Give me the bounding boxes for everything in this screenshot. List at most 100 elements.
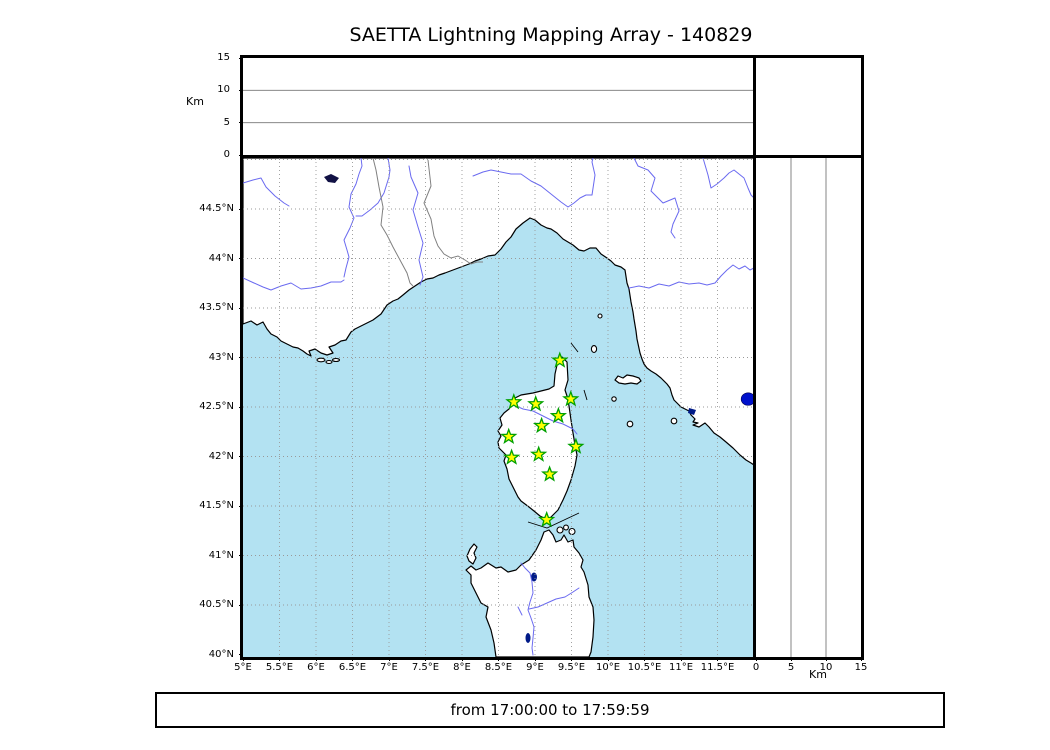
- orbetello-lagoon: [688, 408, 696, 415]
- altitude-tick-mark: [239, 122, 243, 124]
- lon-tick-mark: [279, 657, 280, 661]
- france-italy-border: [372, 158, 414, 287]
- lon-tick-mark: [425, 657, 426, 661]
- lon-tick-mark: [644, 657, 645, 661]
- sardinia-lake: [531, 572, 537, 582]
- lon-tick-label: 11.5°E: [700, 662, 735, 673]
- lat-tick-mark: [239, 654, 243, 655]
- maddalena-island: [563, 524, 569, 531]
- altitude-latitude-panel: [753, 155, 864, 660]
- lon-tick-label: 7.5°E: [411, 662, 440, 673]
- lat-tick-mark: [239, 258, 243, 259]
- asinara-island: [466, 543, 478, 565]
- lat-tick-label: 42.5°N: [199, 401, 234, 412]
- altitude-tick-mark: [860, 657, 862, 661]
- coastline-fragments: [527, 342, 588, 529]
- lat-tick-label: 41°N: [208, 549, 234, 561]
- lat-tick-label: 43°N: [208, 351, 234, 363]
- river: [243, 277, 345, 291]
- altitude-tick-label: 0: [223, 149, 230, 160]
- altitude-longitude-plot: [243, 89, 754, 124]
- station-star-marker: [562, 390, 580, 407]
- lon-tick-label: 5°E: [234, 662, 252, 673]
- lat-tick-mark: [239, 505, 243, 507]
- lon-tick-mark: [607, 657, 609, 661]
- lon-tick-mark: [315, 657, 317, 661]
- lon-tick-mark: [680, 657, 682, 661]
- maddalena-island: [556, 526, 564, 534]
- altitude-tick-label: 15: [217, 52, 230, 63]
- lat-tick-label: 40°N: [208, 648, 234, 660]
- right-panel-x-axis-unit: Km: [809, 668, 827, 681]
- station-star-marker: [527, 394, 545, 412]
- lon-tick-label: 6.5°E: [338, 662, 367, 673]
- lat-tick-mark: [239, 555, 243, 556]
- station-star-marker: [549, 406, 568, 424]
- altitude-tick-label: 10: [217, 84, 230, 96]
- river: [633, 158, 680, 239]
- lon-tick-mark: [498, 657, 499, 661]
- station-star-marker: [500, 427, 518, 445]
- detection-point: [740, 392, 754, 406]
- lat-tick-label: 44°N: [208, 252, 234, 264]
- geographic-map: [243, 158, 754, 657]
- lat-tick-label: 41.5°N: [199, 500, 234, 511]
- lon-tick-label: 5.5°E: [265, 662, 294, 673]
- lma-stations: [500, 351, 585, 528]
- sardinia-river: [517, 606, 523, 616]
- altitude-tick-mark: [239, 57, 243, 59]
- lat-tick-mark: [239, 307, 243, 309]
- station-star-marker: [529, 445, 548, 462]
- lon-tick-mark: [388, 657, 390, 661]
- corner-panel: [753, 55, 864, 158]
- lat-tick-label: 44.5°N: [199, 203, 234, 214]
- gorgona-island: [597, 313, 603, 319]
- coast-fragment: [570, 342, 579, 353]
- coast-fragment: [583, 389, 588, 401]
- lakes: [324, 174, 696, 643]
- altitude-latitude-plot: [790, 158, 827, 657]
- hyeres-island: [325, 359, 333, 365]
- lon-tick-mark: [242, 657, 244, 661]
- lon-tick-label: 7°E: [380, 662, 398, 673]
- lat-tick-label: 42°N: [208, 450, 234, 462]
- lat-tick-mark: [239, 406, 243, 408]
- country-borders: [372, 158, 483, 287]
- lat-tick-label: 40.5°N: [199, 599, 234, 610]
- lon-tick-label: 10.5°E: [627, 662, 662, 673]
- pianosa-island: [611, 396, 617, 402]
- river: [472, 158, 596, 208]
- river: [408, 165, 424, 286]
- elba-island: [614, 374, 642, 385]
- station-star-marker: [551, 351, 569, 368]
- station-star-marker: [502, 448, 521, 465]
- station-star-marker: [541, 465, 559, 482]
- lon-tick-label: 9.5°E: [557, 662, 586, 673]
- top-panel-y-axis-unit: Km: [186, 95, 204, 108]
- caprera-island: [568, 527, 576, 536]
- sardinia-lake: [525, 633, 531, 643]
- lat-tick-mark: [239, 208, 243, 210]
- river: [702, 158, 754, 199]
- lon-tick-label: 9°E: [526, 662, 544, 673]
- lon-tick-label: 8.5°E: [484, 662, 513, 673]
- altitude-tick-label: 15: [854, 662, 868, 673]
- lon-tick-mark: [352, 657, 353, 661]
- lon-tick-label: 10°E: [595, 662, 621, 673]
- time-range-box: from 17:00:00 to 17:59:59: [155, 692, 945, 728]
- lon-tick-mark: [717, 657, 718, 661]
- sardinia-coastline: [465, 529, 595, 657]
- station-star-marker: [505, 393, 523, 410]
- altitude-tick-label: 5: [223, 116, 230, 128]
- altitude-tick-label: 10: [819, 662, 833, 673]
- hyeres-island: [316, 357, 326, 363]
- station-star-marker: [532, 416, 551, 434]
- station-star-marker: [567, 437, 585, 454]
- lightning-detection-dot: [740, 392, 754, 406]
- river: [343, 158, 363, 278]
- lat-tick-mark: [239, 357, 243, 358]
- hyeres-island: [331, 357, 341, 363]
- lat-tick-mark: [239, 456, 243, 457]
- capraia-island: [590, 345, 598, 353]
